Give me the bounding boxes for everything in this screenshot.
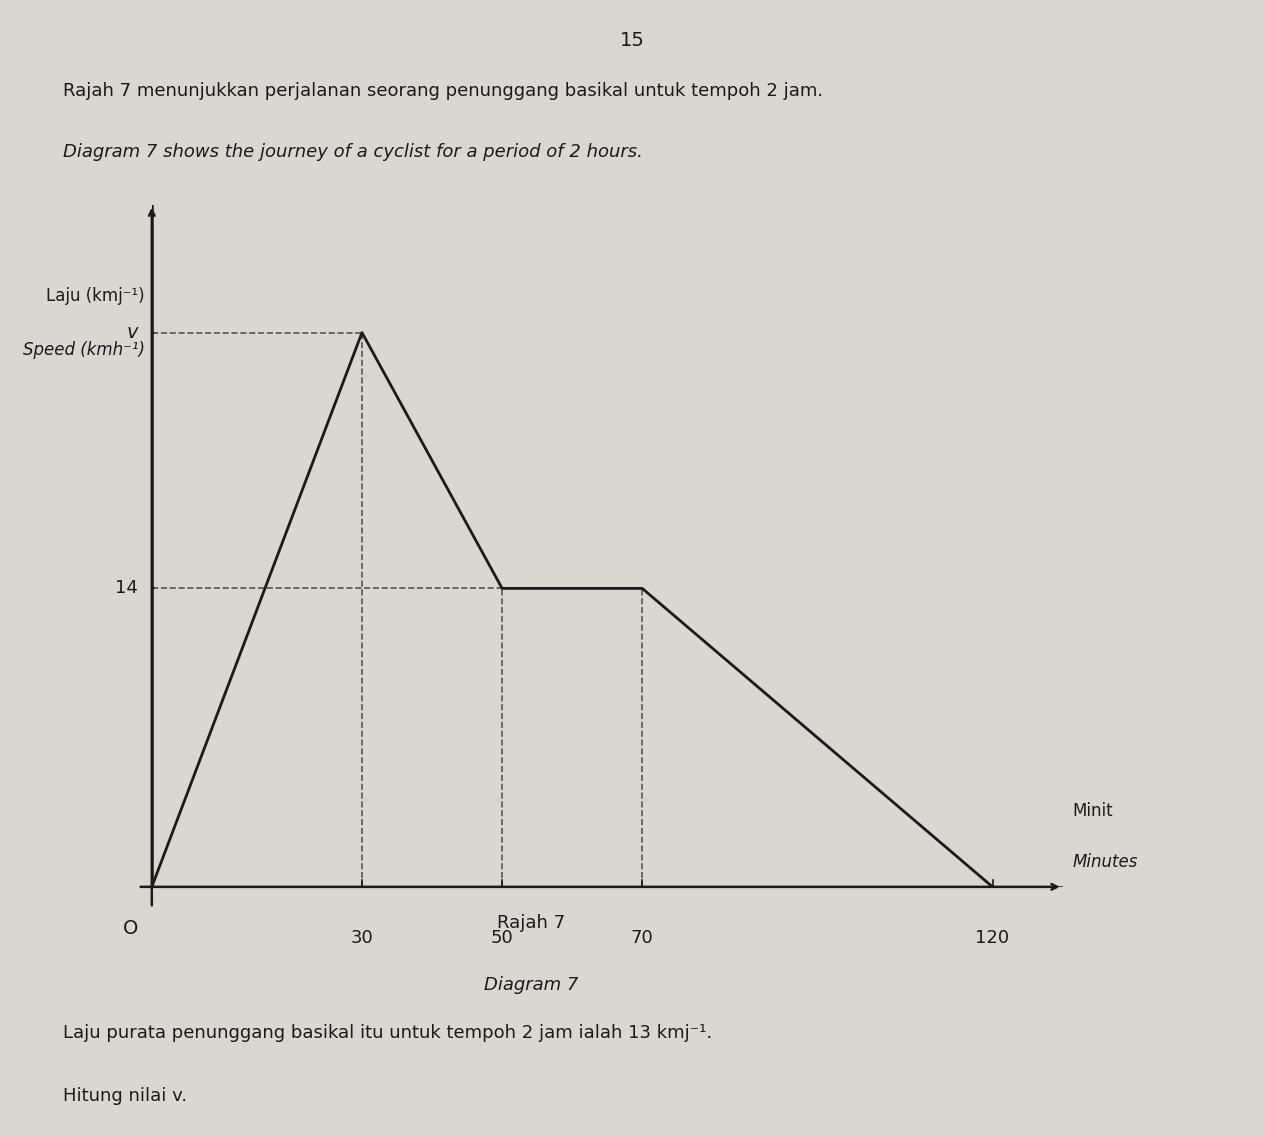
Text: Minutes: Minutes bbox=[1073, 853, 1138, 871]
Text: 15: 15 bbox=[620, 31, 645, 50]
Text: Laju purata penunggang basikal itu untuk tempoh 2 jam ialah 13 kmj⁻¹.: Laju purata penunggang basikal itu untuk… bbox=[63, 1024, 712, 1043]
Text: Minit: Minit bbox=[1073, 802, 1113, 820]
Text: Rajah 7 menunjukkan perjalanan seorang penunggang basikal untuk tempoh 2 jam.: Rajah 7 menunjukkan perjalanan seorang p… bbox=[63, 82, 824, 100]
Text: Rajah 7: Rajah 7 bbox=[497, 914, 565, 932]
Text: 70: 70 bbox=[631, 930, 654, 947]
Text: Diagram 7: Diagram 7 bbox=[484, 976, 578, 994]
Text: Laju (kmj⁻¹): Laju (kmj⁻¹) bbox=[47, 287, 144, 305]
Text: Hitung nilai v.: Hitung nilai v. bbox=[63, 1087, 187, 1105]
Text: 14: 14 bbox=[115, 580, 138, 597]
Text: Diagram 7 shows the journey of a cyclist for a period of 2 hours.: Diagram 7 shows the journey of a cyclist… bbox=[63, 143, 643, 161]
Text: 50: 50 bbox=[491, 930, 514, 947]
Text: 120: 120 bbox=[975, 930, 1009, 947]
Text: O: O bbox=[123, 919, 138, 938]
Text: 30: 30 bbox=[350, 930, 373, 947]
Text: Speed (kmh⁻¹): Speed (kmh⁻¹) bbox=[23, 341, 144, 359]
Text: v: v bbox=[126, 323, 138, 342]
